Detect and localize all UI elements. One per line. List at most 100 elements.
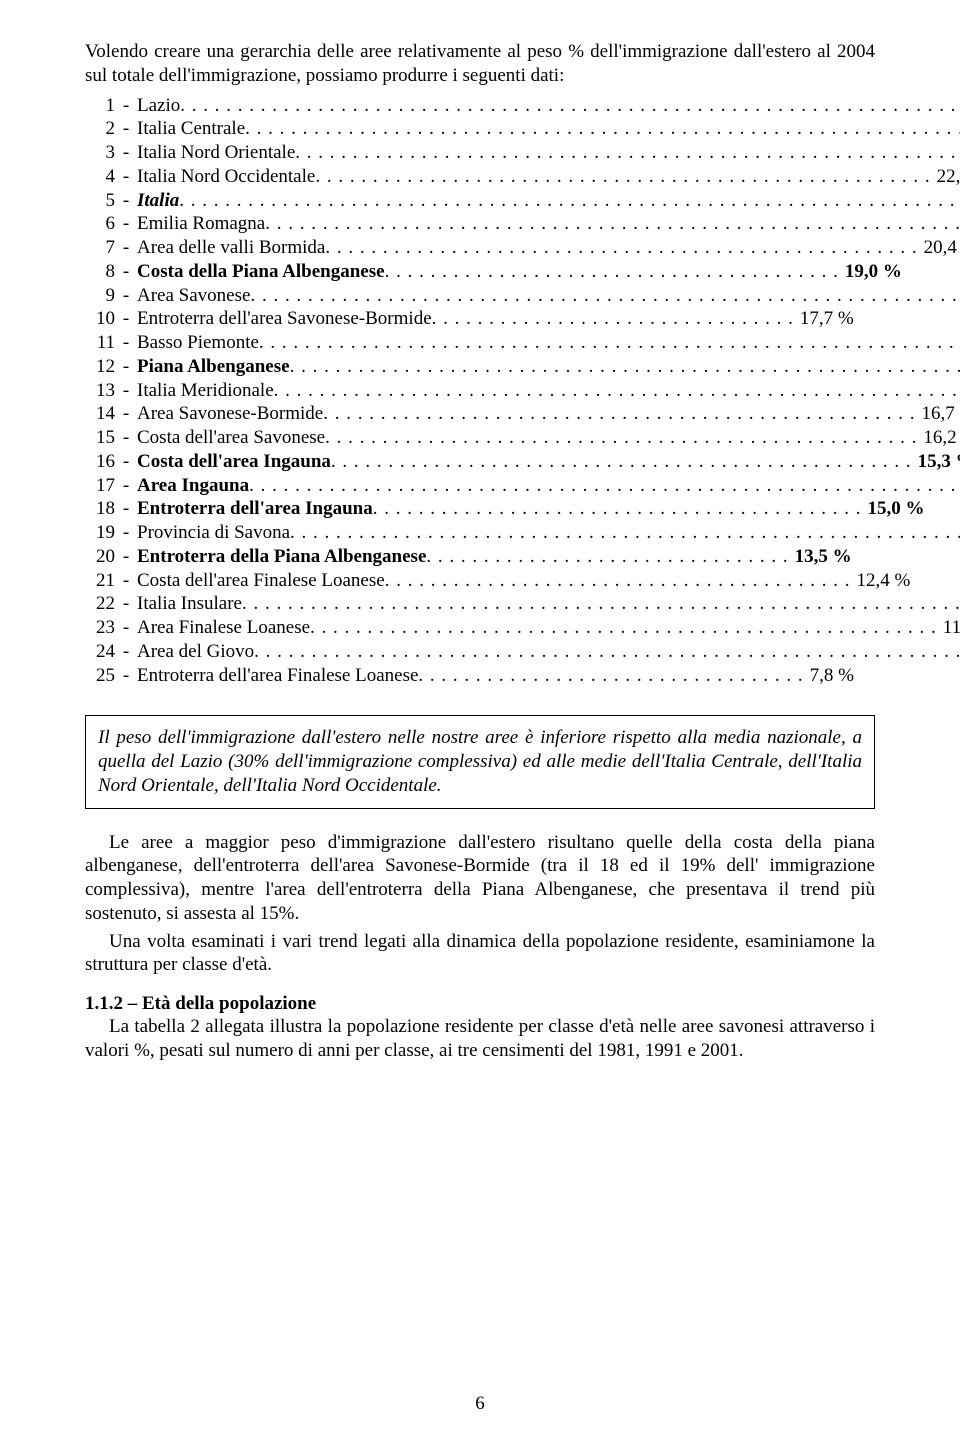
rank: 9 [85,284,115,308]
percent: 20,4 % [918,236,960,260]
dash: - [115,379,137,403]
area-label: Area Ingauna [137,474,249,498]
percent: 16,7 % [916,402,960,426]
list-row: 23-Area Finalese Loanese . . . . . . . .… [85,616,875,640]
rank: 18 [85,497,115,521]
paragraph-2: Una volta esaminati i vari trend legati … [85,930,875,978]
list-row: 3-Italia Nord Orientale . . . . . . . . … [85,141,875,165]
dot-leader: . . . . . . . . . . . . . . . . . . . . … [315,165,930,189]
dot-leader: . . . . . . . . . . . . . . . . . . . . … [385,569,851,593]
area-label: Italia Nord Occidentale [137,165,315,189]
percent: 15,3 % [912,450,960,474]
dash: - [115,450,137,474]
dash: - [115,236,137,260]
dot-leader: . . . . . . . . . . . . . . . . . . . . … [245,117,960,141]
percent: 17,7 % [794,307,854,331]
dash: - [115,212,137,236]
rank: 3 [85,141,115,165]
rank: 5 [85,189,115,213]
paragraph-1: Le aree a maggior peso d'immigrazione da… [85,831,875,926]
dot-leader: . . . . . . . . . . . . . . . . . . . . … [310,616,937,640]
rank: 4 [85,165,115,189]
dot-leader: . . . . . . . . . . . . . . . . . . . . … [180,94,960,118]
list-row: 10-Entroterra dell'area Savonese-Bormide… [85,307,875,331]
list-row: 17-Area Ingauna . . . . . . . . . . . . … [85,474,875,498]
percent: 19,0 % [839,260,902,284]
rank: 19 [85,521,115,545]
dot-leader: . . . . . . . . . . . . . . . . . . . . … [432,307,794,331]
area-label: Italia Insulare [137,592,242,616]
rank: 14 [85,402,115,426]
rank: 20 [85,545,115,569]
rank: 11 [85,331,115,355]
dash: - [115,521,137,545]
dot-leader: . . . . . . . . . . . . . . . . . . . . … [249,474,960,498]
rank: 10 [85,307,115,331]
area-label: Emilia Romagna [137,212,265,236]
area-label: Italia [137,189,179,213]
dash: - [115,474,137,498]
rank: 22 [85,592,115,616]
area-label: Costa dell'area Finalese Loanese [137,569,385,593]
area-label: Area Savonese [137,284,250,308]
dot-leader: . . . . . . . . . . . . . . . . . . . . … [323,402,915,426]
dot-leader: . . . . . . . . . . . . . . . . . . . . … [274,379,960,403]
dot-leader: . . . . . . . . . . . . . . . . . . . . … [179,189,960,213]
rank: 17 [85,474,115,498]
dot-leader: . . . . . . . . . . . . . . . . . . . . … [290,355,960,379]
page-number: 6 [0,1393,960,1415]
area-label: Costa dell'area Savonese [137,426,325,450]
percent: 15,0 % [862,497,925,521]
percent: 12,4 % [850,569,910,593]
area-label: Piana Albenganese [137,355,290,379]
rank: 2 [85,117,115,141]
area-label: Area del Giovo [137,640,254,664]
rank: 12 [85,355,115,379]
list-row: 4-Italia Nord Occidentale . . . . . . . … [85,165,875,189]
area-label: Provincia di Savona [137,521,290,545]
dash: - [115,592,137,616]
dash: - [115,355,137,379]
percent: 22,2 % [931,165,960,189]
dash: - [115,545,137,569]
dot-leader: . . . . . . . . . . . . . . . . . . . . … [385,260,839,284]
percent: 11,3 % [937,616,960,640]
area-label: Entroterra dell'area Finalese Loanese [137,664,418,688]
percent: 7,8 % [804,664,854,688]
dash: - [115,569,137,593]
section-heading: 1.1.2 – Età della popolazione [85,993,875,1015]
list-row: 7-Area delle valli Bormida . . . . . . .… [85,236,875,260]
rank: 23 [85,616,115,640]
list-row: 6-Emilia Romagna . . . . . . . . . . . .… [85,212,875,236]
area-label: Area Finalese Loanese [137,616,310,640]
dot-leader: . . . . . . . . . . . . . . . . . . . . … [295,141,956,165]
rank: 25 [85,664,115,688]
rank: 15 [85,426,115,450]
list-row: 24-Area del Giovo . . . . . . . . . . . … [85,640,875,664]
dash: - [115,640,137,664]
list-row: 2-Italia Centrale . . . . . . . . . . . … [85,117,875,141]
area-label: Entroterra dell'area Savonese-Bormide [137,307,432,331]
ranked-list: 1-Lazio . . . . . . . . . . . . . . . . … [85,94,875,688]
dot-leader: . . . . . . . . . . . . . . . . . . . . … [265,212,960,236]
area-label: Area Savonese-Bormide [137,402,323,426]
area-label: Costa della Piana Albenganese [137,260,385,284]
area-label: Entroterra della Piana Albenganese [137,545,426,569]
area-label: Area delle valli Bormida [137,236,325,260]
list-row: 9-Area Savonese . . . . . . . . . . . . … [85,284,875,308]
percent: 24,1 % [957,141,960,165]
rank: 1 [85,94,115,118]
dot-leader: . . . . . . . . . . . . . . . . . . . . … [331,450,912,474]
area-label: Lazio [137,94,180,118]
dot-leader: . . . . . . . . . . . . . . . . . . . . … [250,284,960,308]
dash: - [115,165,137,189]
dash: - [115,284,137,308]
paragraph-3: La tabella 2 allegata illustra la popola… [85,1015,875,1063]
dash: - [115,402,137,426]
dot-leader: . . . . . . . . . . . . . . . . . . . . … [325,426,917,450]
dash: - [115,117,137,141]
dot-leader: . . . . . . . . . . . . . . . . . . . . … [242,592,960,616]
area-label: Basso Piemonte [137,331,259,355]
list-row: 15-Costa dell'area Savonese . . . . . . … [85,426,875,450]
list-row: 13-Italia Meridionale . . . . . . . . . … [85,379,875,403]
